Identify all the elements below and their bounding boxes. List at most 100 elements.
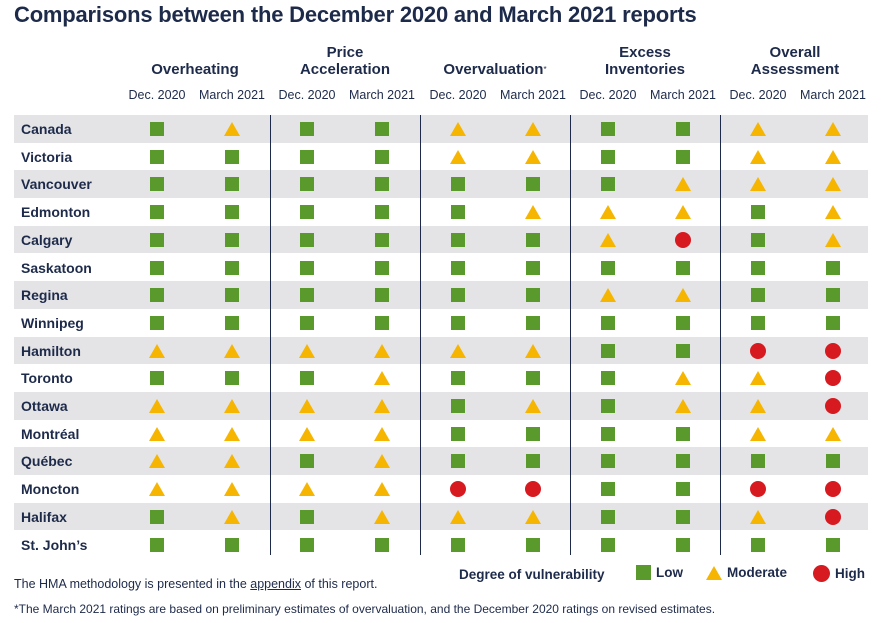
low-square-icon — [300, 315, 314, 330]
rating-cell — [222, 424, 242, 444]
rating-cell — [598, 341, 618, 361]
moderate-triangle-icon — [374, 399, 390, 413]
low-square-icon — [451, 260, 465, 275]
appendix-link[interactable]: appendix — [250, 577, 301, 591]
period-header: March 2021 — [499, 88, 566, 102]
rating-cell — [673, 230, 693, 250]
moderate-triangle-icon — [525, 205, 541, 220]
low-square-icon — [676, 509, 690, 524]
overvaluation-footnote: *The March 2021 ratings are based on pre… — [14, 602, 716, 616]
legend-title: Degree of vulnerability — [459, 567, 605, 582]
group-divider — [570, 115, 571, 555]
rating-cell — [222, 368, 242, 388]
group-header-2: Overvaluation* — [420, 40, 570, 78]
rating-cell — [598, 396, 618, 416]
rating-cell — [598, 174, 618, 194]
rating-cell — [823, 535, 843, 555]
high-circle-icon — [525, 481, 541, 498]
table-row: St. John’s — [14, 531, 868, 559]
moderate-triangle-icon — [224, 509, 240, 524]
period-header: Dec. 2020 — [278, 88, 336, 102]
rating-cell — [372, 424, 392, 444]
moderate-triangle-icon — [600, 232, 616, 247]
rating-cell — [147, 451, 167, 471]
group-divider — [270, 115, 271, 555]
low-square-icon — [451, 315, 465, 330]
rating-cell — [372, 479, 392, 499]
rating-cell — [598, 147, 618, 167]
low-square-icon — [451, 399, 465, 413]
low-square-icon — [150, 371, 164, 386]
rating-cell — [448, 285, 468, 305]
city-label: Edmonton — [21, 204, 91, 221]
low-square-icon — [451, 371, 465, 386]
rating-cell — [823, 258, 843, 278]
low-square-icon — [751, 537, 765, 552]
low-square-icon — [451, 426, 465, 441]
low-square-icon — [150, 288, 164, 303]
moderate-triangle-icon — [374, 343, 390, 358]
city-label: Hamilton — [21, 342, 81, 359]
low-square-icon — [225, 288, 239, 303]
rating-cell — [523, 451, 543, 471]
low-square-icon — [676, 537, 690, 552]
low-square-icon — [375, 177, 389, 192]
rating-cell — [297, 202, 317, 222]
rating-cell — [748, 147, 768, 167]
table-row: Toronto — [14, 364, 868, 392]
rating-cell — [523, 507, 543, 527]
rating-cell — [147, 535, 167, 555]
high-circle-icon — [825, 370, 841, 387]
moderate-triangle-icon — [224, 454, 240, 469]
rating-cell — [673, 119, 693, 139]
rating-cell — [297, 230, 317, 250]
city-label: Saskatoon — [21, 259, 92, 276]
group-divider — [420, 115, 421, 555]
table-row: Hamilton — [14, 336, 868, 365]
moderate-triangle-icon — [149, 399, 165, 413]
rating-cell — [222, 258, 242, 278]
rating-cell — [448, 258, 468, 278]
low-square-icon — [601, 399, 615, 413]
low-square-icon — [526, 177, 540, 192]
moderate-triangle-icon — [675, 205, 691, 220]
rating-cell — [823, 479, 843, 499]
rating-cell — [147, 202, 167, 222]
low-square-icon — [225, 260, 239, 275]
moderate-triangle-icon — [750, 399, 766, 413]
low-square-icon — [375, 315, 389, 330]
low-square-icon — [375, 260, 389, 275]
city-label: Halifax — [21, 508, 67, 525]
low-square-icon — [300, 122, 314, 136]
moderate-triangle-icon — [600, 288, 616, 303]
rating-cell — [823, 285, 843, 305]
rating-cell — [673, 341, 693, 361]
rating-cell — [748, 341, 768, 361]
table-row: Saskatoon — [14, 254, 868, 282]
table-row: Halifax — [14, 502, 868, 531]
moderate-triangle-icon — [149, 426, 165, 441]
moderate-triangle-icon — [224, 343, 240, 358]
rating-cell — [297, 424, 317, 444]
low-square-icon — [150, 205, 164, 220]
low-square-icon — [150, 509, 164, 524]
rating-cell — [673, 313, 693, 333]
rating-cell — [823, 507, 843, 527]
table-row: Vancouver — [14, 170, 868, 199]
rating-cell — [748, 119, 768, 139]
rating-cell — [823, 230, 843, 250]
period-header: March 2021 — [799, 88, 866, 102]
rating-cell — [523, 285, 543, 305]
rating-cell — [523, 258, 543, 278]
methodology-suffix: of this report. — [301, 577, 378, 591]
rating-cell — [748, 258, 768, 278]
low-square-icon — [451, 177, 465, 192]
low-square-icon — [451, 537, 465, 552]
moderate-triangle-icon — [374, 509, 390, 524]
rating-cell — [372, 535, 392, 555]
low-square-icon — [526, 260, 540, 275]
moderate-triangle-icon — [149, 454, 165, 469]
rating-cell — [147, 479, 167, 499]
rating-cell — [147, 230, 167, 250]
moderate-triangle-icon — [224, 399, 240, 413]
